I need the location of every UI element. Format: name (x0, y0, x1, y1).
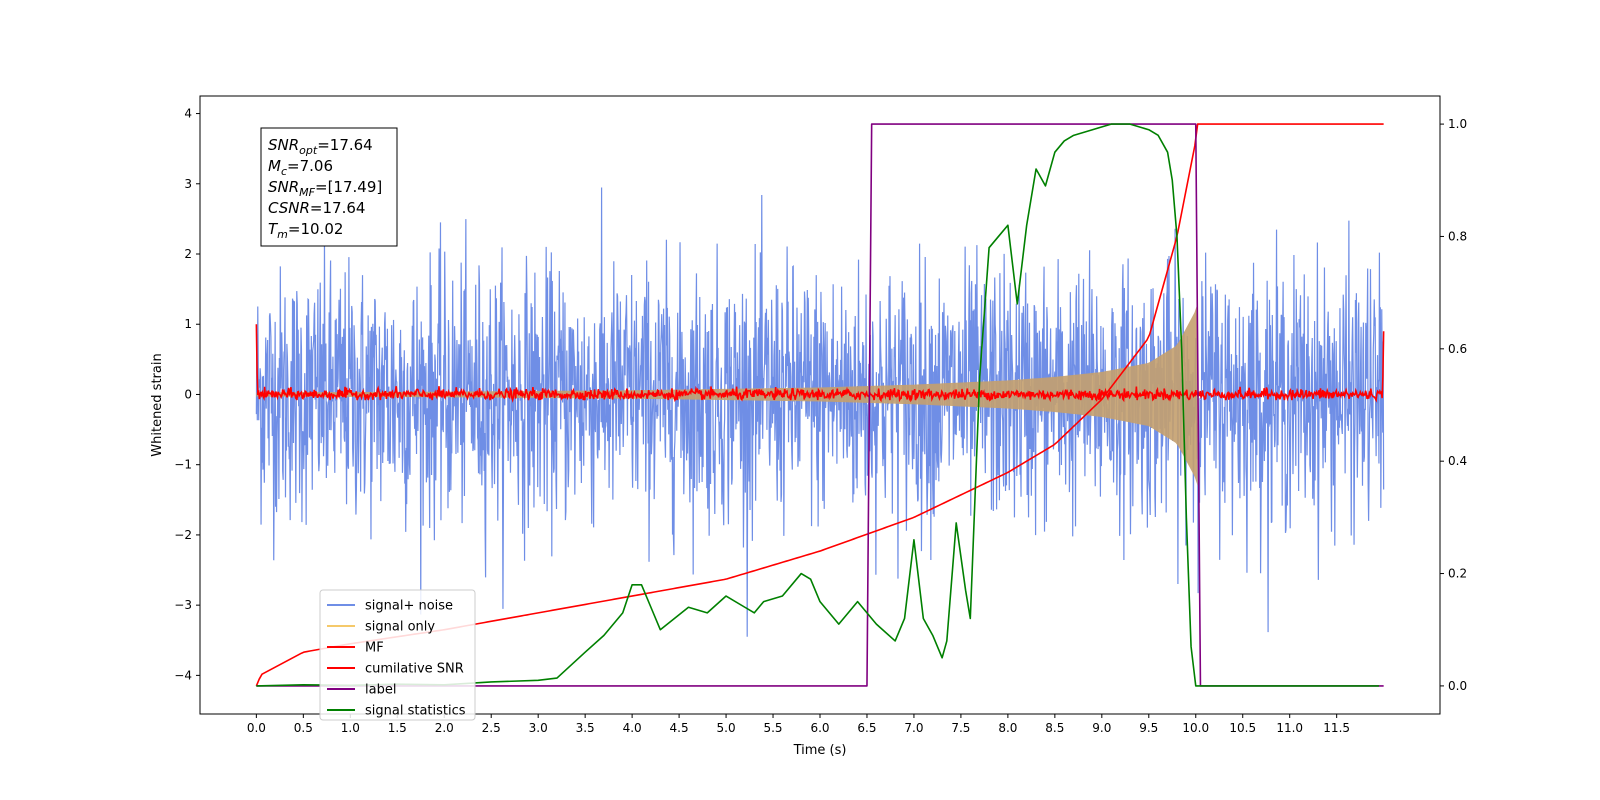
legend-label: MF (365, 641, 384, 656)
x-tick-label: 2.5 (482, 721, 501, 735)
annotation-line: Mc=7.06 (268, 157, 333, 178)
x-tick-label: 9.0 (1092, 721, 1111, 735)
x-tick-label: 7.0 (904, 721, 923, 735)
y-right-tick-label: 0.0 (1448, 679, 1467, 693)
x-tick-label: 6.0 (810, 721, 829, 735)
annotation-box: SNRopt=17.64Mc=7.06SNRMF=[17.49]CSNR=17.… (260, 127, 398, 247)
x-tick-label: 2.0 (435, 721, 454, 735)
x-tick-label: 8.0 (998, 721, 1017, 735)
legend-frame (319, 589, 476, 721)
y-tick-label: 2 (184, 247, 192, 261)
annotation-box-frame (260, 127, 398, 247)
y-tick-label: 1 (184, 317, 192, 331)
y-tick-label: −1 (174, 458, 192, 472)
y-axis-right: 0.0 0.2 0.4 0.6 0.8 1.0 (1440, 117, 1467, 693)
x-tick-label: 7.5 (951, 721, 970, 735)
legend-items: signal+ noise signal only MF cumilative SNR… (327, 599, 466, 719)
annotation-line: SNRMF=[17.49] (268, 178, 382, 199)
legend-label: signal only (365, 620, 435, 635)
x-tick-label: 10.0 (1182, 721, 1209, 735)
x-tick-label: 3.5 (576, 721, 595, 735)
y-right-tick-label: 0.4 (1448, 454, 1467, 468)
y-tick-label: −4 (174, 668, 192, 682)
legend-label: signal+ noise (365, 599, 453, 614)
x-axis-label: Time (s) (793, 743, 847, 758)
x-tick-label: 3.0 (529, 721, 548, 735)
x-tick-label: 5.5 (763, 721, 782, 735)
x-tick-label: 1.0 (341, 721, 360, 735)
y-tick-label: 3 (184, 177, 192, 191)
x-tick-label: 4.5 (670, 721, 689, 735)
y-tick-label: −3 (174, 598, 192, 612)
x-tick-label: 8.5 (1045, 721, 1064, 735)
series-signal-statistics-line (256, 123, 1379, 687)
annotation-line: SNRopt=17.64 (268, 136, 373, 157)
y-right-tick-label: 1.0 (1448, 117, 1467, 131)
x-tick-label: 9.5 (1139, 721, 1158, 735)
x-tick-label: 11.0 (1276, 721, 1303, 735)
y-right-tick-label: 0.6 (1448, 342, 1467, 356)
x-tick-label: 5.0 (717, 721, 736, 735)
x-tick-label: 6.5 (857, 721, 876, 735)
y-tick-label: 0 (184, 387, 192, 401)
legend-label: signal statistics (365, 704, 466, 719)
annotation-line: Tm=10.02 (268, 220, 343, 241)
legend-label: cumilative SNR (365, 662, 464, 677)
x-tick-label: 0.0 (247, 721, 266, 735)
y-tick-label: −2 (174, 528, 192, 542)
x-tick-label: 11.5 (1323, 721, 1350, 735)
y-right-tick-label: 0.8 (1448, 229, 1467, 243)
legend: signal+ noise signal only MF cumilative SNR… (319, 589, 476, 721)
legend-label: label (365, 683, 396, 698)
x-tick-label: 10.5 (1229, 721, 1256, 735)
x-tick-label: 0.5 (294, 721, 313, 735)
x-axis: 0.0 0.5 1.0 1.5 2.0 2.5 3.0 3.5 4.0 4.5 5.0 5.5 6.0 6… (247, 714, 1350, 735)
series-mf-line (255, 324, 1385, 403)
y-tick-label: 4 (184, 107, 192, 121)
y-axis-label: Whitened strain (150, 353, 165, 456)
y-right-tick-label: 0.2 (1448, 567, 1467, 581)
x-tick-label: 4.0 (623, 721, 642, 735)
y-axis-left: −4 −3 −2 −1 0 1 2 3 4 (174, 107, 200, 682)
annotation-line: CSNR=17.64 (268, 199, 365, 217)
x-tick-label: 1.5 (388, 721, 407, 735)
annotation-lines: SNRopt=17.64Mc=7.06SNRMF=[17.49]CSNR=17.… (268, 136, 382, 241)
